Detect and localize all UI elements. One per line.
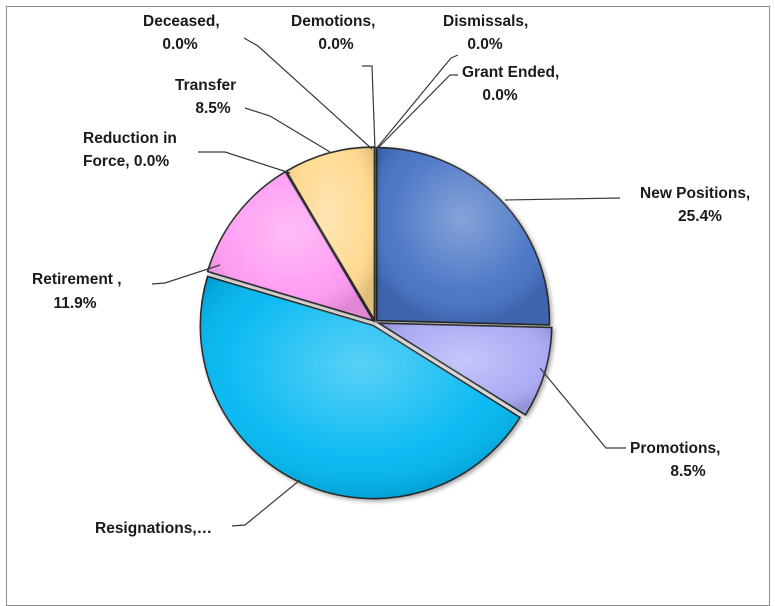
slice-value-label-3: 11.9% [53,295,96,312]
pie-slice-shine-5 [286,147,375,321]
pie-slice-shine-1 [378,323,552,415]
leader-lines [151,37,626,527]
slice-value-label-7: 0.0% [318,36,354,53]
pie-slice-shine-0 [376,147,550,325]
slice-value-label-9: 0.0% [482,87,518,104]
leader-line-5 [244,107,331,153]
slice-label-0: New Positions, [640,185,750,202]
pie-chart: New Positions, 25.4% Promotions, 8.5% Resign… [32,13,750,537]
leader-line-8 [375,54,459,150]
slice-value-label-5: 8.5% [195,100,231,117]
pie-slice-shine-2 [200,276,521,499]
slice-value-label-0: 25.4% [678,208,722,225]
pie-slices [199,146,553,500]
slice-label-5: Transfer [175,77,236,94]
leader-line-3 [151,264,221,285]
slice-label-3: Retirement , [32,271,122,288]
slice-value-label-1: 8.5% [670,463,706,480]
leader-line-0 [504,197,621,201]
slice-value-label-8: 0.0% [467,36,503,53]
slice-labels: New Positions, 25.4% Promotions, 8.5% Resign… [32,13,750,537]
pie-slice-shine-3 [207,171,374,321]
leader-line-1 [539,367,626,449]
leader-line-7 [362,65,376,150]
slice-label-7: Demotions, [291,13,375,30]
leader-line-9 [376,74,458,150]
leader-line-6 [243,37,373,150]
slice-value-label-4: Force, 0.0% [83,153,169,170]
slice-label-1: Promotions, [630,440,720,457]
slice-label-2: Resignations,… [95,520,212,537]
leader-line-2 [231,479,301,527]
slice-label-8: Dismissals, [443,13,528,30]
slice-label-9: Grant Ended, [462,64,559,81]
slice-label-6: Deceased, [143,13,220,30]
slice-value-label-6: 0.0% [162,36,198,53]
leader-line-4 [198,151,291,174]
slice-label-4: Reduction in [83,130,177,147]
